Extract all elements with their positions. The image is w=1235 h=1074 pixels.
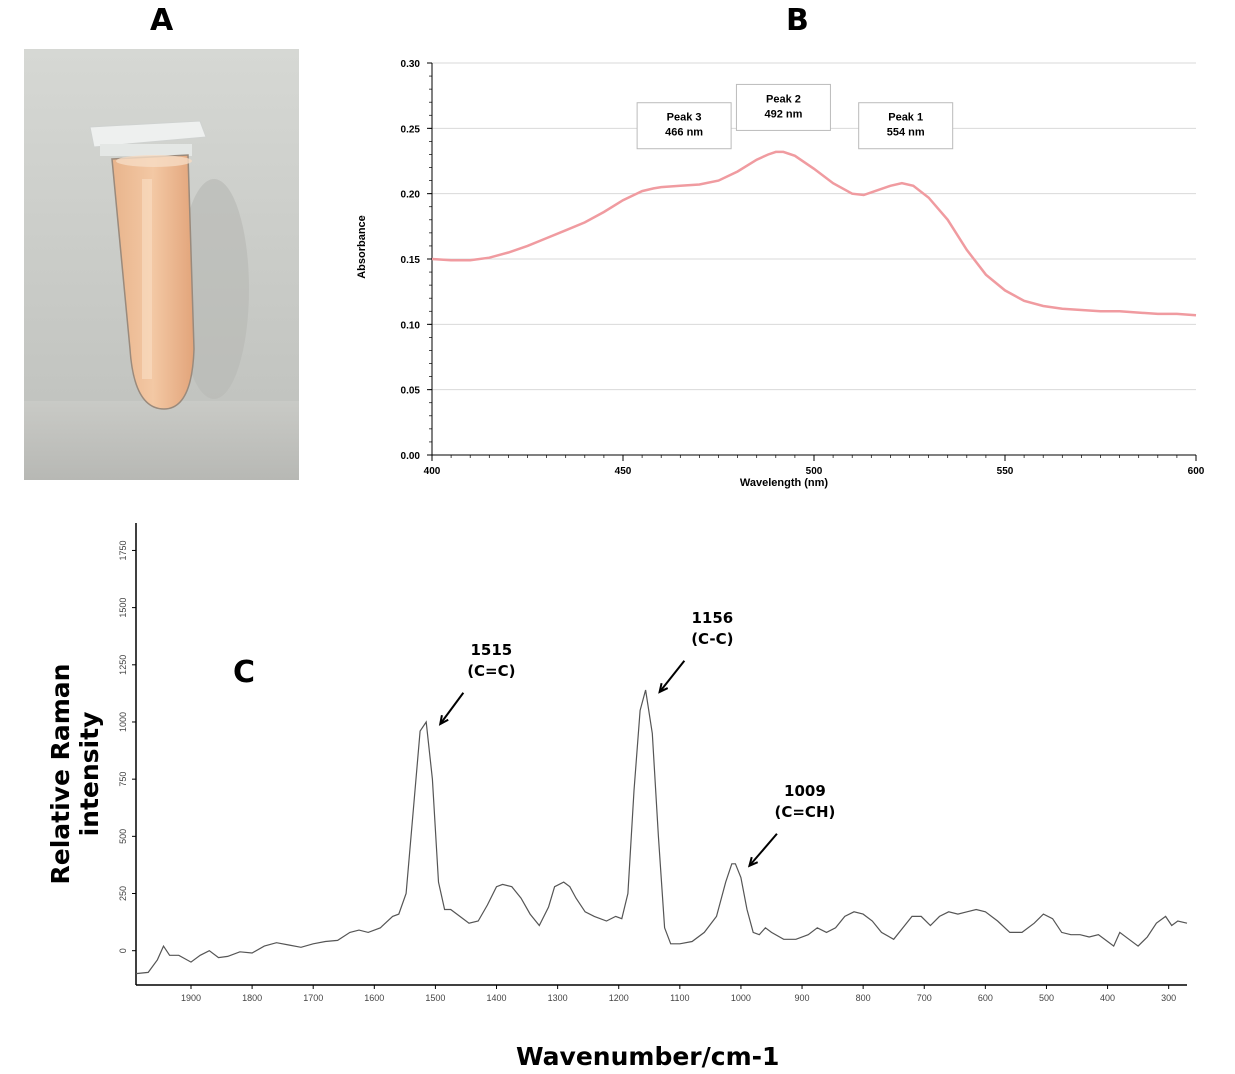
raman-x-tick-label: 1900 — [181, 993, 201, 1003]
raman-peak-annotations: 1515 (C=C) 1156 (C-C) 1009 (C=CH) — [438, 609, 836, 868]
absorbance-annotation-peak: Peak 2 — [766, 93, 801, 105]
absorbance-annotation-wavelength: 554 nm — [887, 127, 925, 139]
raman-x-tick-label: 1300 — [548, 993, 568, 1003]
absorbance-y-tick-label: 0.05 — [401, 386, 421, 397]
absorbance-annotation-box — [636, 102, 732, 150]
raman-arrow-head — [747, 856, 759, 868]
raman-x-tick-label: 1400 — [487, 993, 507, 1003]
absorbance-y-tick-label: 0.20 — [401, 190, 421, 201]
absorbance-ticks: 0.00 0.05 0.10 0.15 0.20 0.25 0.30 400 450 500 550… — [401, 59, 1205, 477]
raman-y-tick-label: 0 — [118, 948, 128, 953]
raman-chart: 0 250 500 750 1000 1250 1500 1750 1900 1800 1700 16… — [118, 523, 1188, 1003]
raman-x-tick-label: 1700 — [303, 993, 323, 1003]
raman-y-tick-label: 250 — [118, 886, 128, 901]
raman-x-tick-label: 1800 — [242, 993, 262, 1003]
raman-ticks: 0 250 500 750 1000 1250 1500 1750 1900 1800 1700 16… — [118, 540, 1176, 1003]
tube-photo — [24, 49, 299, 480]
absorbance-annotation-wavelength: 466 nm — [665, 127, 703, 139]
raman-x-tick-label: 1200 — [609, 993, 629, 1003]
absorbance-x-tick-label: 400 — [424, 466, 441, 477]
absorbance-annotation-box — [858, 102, 954, 150]
raman-y-tick-label: 500 — [118, 829, 128, 844]
absorbance-y-tick-label: 0.30 — [401, 59, 421, 70]
raman-arrow-shaft — [439, 692, 465, 725]
raman-peak-wavenumber: 1009 — [784, 782, 826, 800]
panel-label-b: B — [786, 3, 809, 38]
raman-peak-bond: (C=CH) — [775, 803, 836, 821]
absorbance-series-line — [431, 150, 1197, 317]
absorbance-gridlines — [432, 62, 1196, 391]
raman-y-tick-label: 1250 — [118, 655, 128, 675]
raman-x-tick-label: 500 — [1039, 993, 1054, 1003]
raman-x-tick-label: 400 — [1100, 993, 1115, 1003]
absorbance-y-tick-label: 0.10 — [401, 320, 421, 331]
raman-arrow-shaft — [658, 660, 686, 693]
absorbance-y-tick-label: 0.00 — [401, 451, 421, 462]
raman-axes — [135, 523, 1187, 986]
absorbance-annotation-box — [735, 83, 831, 131]
raman-x-tick-label: 1600 — [364, 993, 384, 1003]
raman-peak-bond: (C=C) — [467, 662, 515, 680]
raman-y-tick-label: 750 — [118, 772, 128, 787]
absorbance-peak-annotations: Peak 3 466 nm Peak 2 492 nm Peak 1 554 nm — [636, 83, 954, 150]
raman-y-axis-label: Relative Raman intensity — [46, 663, 104, 885]
raman-peak-bond: (C-C) — [691, 630, 733, 648]
raman-x-axis-label: Wavenumber/cm-1 — [516, 1042, 780, 1071]
raman-x-tick-label: 1100 — [670, 993, 689, 1003]
absorbance-x-tick-label: 500 — [806, 466, 823, 477]
raman-y-tick-label: 1000 — [118, 712, 128, 732]
raman-x-tick-label: 900 — [795, 993, 810, 1003]
raman-peak-wavenumber: 1515 — [470, 641, 512, 659]
absorbance-x-tick-label: 600 — [1188, 466, 1205, 477]
absorbance-x-tick-label: 550 — [997, 466, 1014, 477]
absorbance-x-axis-label: Wavelength (nm) — [740, 477, 829, 489]
raman-x-tick-label: 800 — [856, 993, 871, 1003]
absorbance-y-axis-label: Absorbance — [356, 215, 368, 279]
absorbance-y-tick-label: 0.25 — [401, 124, 421, 135]
raman-x-tick-label: 1000 — [731, 993, 751, 1003]
panel-label-a: A — [150, 3, 174, 38]
raman-x-tick-label: 700 — [917, 993, 932, 1003]
raman-x-tick-label: 300 — [1161, 993, 1176, 1003]
absorbance-chart: 0.00 0.05 0.10 0.15 0.20 0.25 0.30 400 450 500 550… — [356, 59, 1205, 489]
raman-arrow-head — [658, 682, 669, 694]
absorbance-x-tick-label: 450 — [615, 466, 632, 477]
absorbance-annotation-peak: Peak 1 — [888, 112, 923, 124]
absorbance-annotation-peak: Peak 3 — [667, 112, 702, 124]
raman-y-tick-label: 1500 — [118, 598, 128, 618]
raman-peak-wavenumber: 1156 — [691, 609, 733, 627]
absorbance-annotation-wavelength: 492 nm — [764, 108, 802, 120]
raman-y-tick-label: 1750 — [118, 540, 128, 560]
panel-label-c: C — [233, 655, 256, 690]
raman-arrow-shaft — [748, 833, 778, 867]
raman-series-line — [135, 689, 1188, 975]
raman-x-tick-label: 1500 — [425, 993, 445, 1003]
absorbance-y-tick-label: 0.15 — [401, 255, 421, 266]
tube-photo-svg — [24, 49, 299, 480]
raman-arrow-head — [438, 714, 449, 726]
raman-x-tick-label: 600 — [978, 993, 993, 1003]
